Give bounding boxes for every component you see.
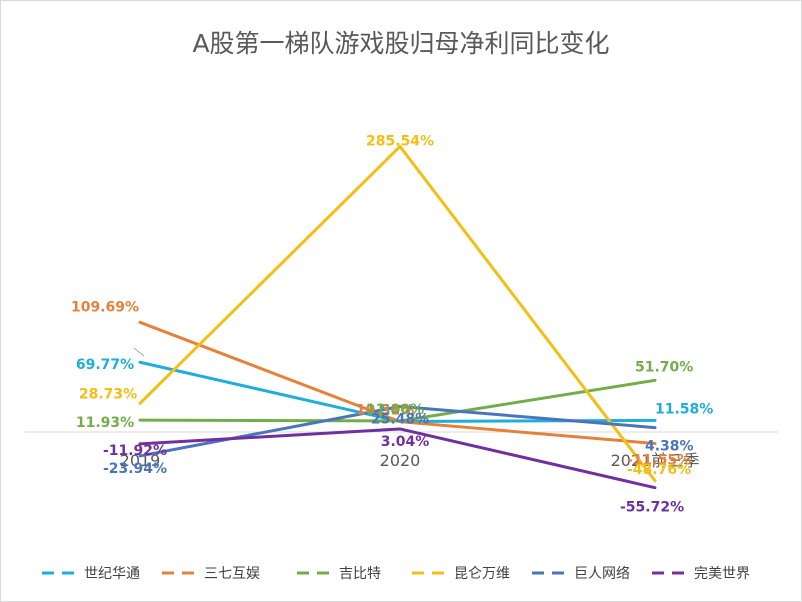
data-label: 11.93% [76,415,134,431]
data-label: 4.38% [645,439,694,455]
data-label: 11.00% [366,402,424,418]
data-label: -11.55% [627,453,691,469]
x-tick-label: 2020 [380,451,421,470]
data-label: -48.76% [627,462,691,478]
data-label: 10.31% [356,403,414,419]
data-label: 3.04% [381,434,430,450]
x-tick-label: 2019 [120,451,161,470]
chart-title: A股第一梯队游戏股归母净利同比变化 [192,29,609,58]
lines-layer [138,144,657,490]
legend-label: 完美世界 [694,566,750,582]
series-line [138,427,657,490]
data-label: -55.72% [620,500,684,516]
data-label: -11.92% [103,443,167,459]
leader-line [133,347,145,357]
data-label: 25.48% [371,412,429,428]
legend-label: 巨人网络 [574,566,630,582]
data-label: 11.58% [655,401,713,417]
data-label: 51.70% [635,359,693,375]
axis-layer: 2019 2020 2021前三季 [25,431,778,470]
data-label: 28.73% [79,386,137,402]
legend-label: 世纪华通 [84,566,140,582]
legend-label: 吉比特 [339,566,381,582]
data-labels-layer: 69.77% 10.50% 11.58% 109.69% 10.31% -11.55% 11… [71,133,713,515]
data-label: 10.50% [356,403,414,419]
legend-layer: 世纪华通 三七互娱 吉比特 昆仑万维 巨人网络 完美世界 [42,566,750,582]
data-label: -23.94% [103,461,167,477]
legend-label: 昆仑万维 [454,566,510,582]
data-label: 285.54% [366,133,434,149]
x-tick-label: 2021前三季 [611,451,700,470]
legend-label: 三七互娱 [204,566,260,582]
data-label: 109.69% [71,299,139,315]
series-line [138,144,657,483]
series-line [138,378,657,423]
data-label: 69.77% [76,357,134,373]
